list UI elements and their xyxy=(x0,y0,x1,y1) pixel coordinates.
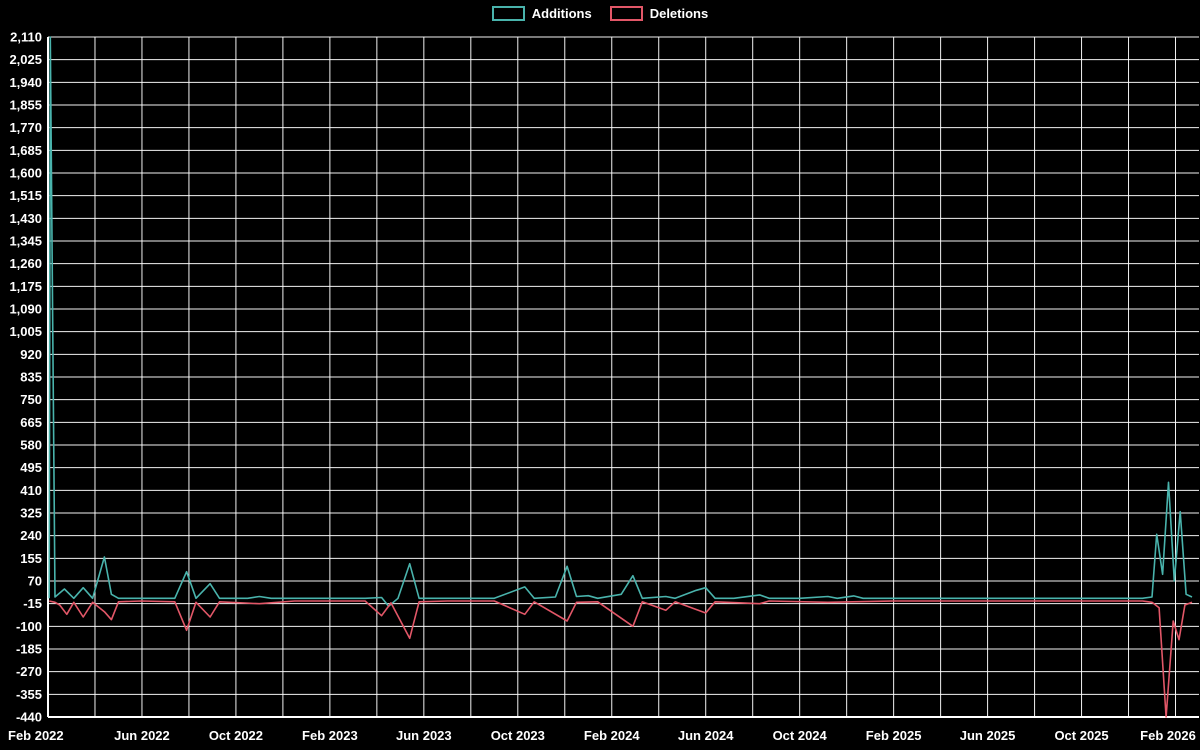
x-tick-label: Feb 2022 xyxy=(8,728,64,743)
y-tick-label: -185 xyxy=(16,642,42,657)
y-tick-label: 665 xyxy=(20,415,42,430)
y-tick-label: 580 xyxy=(20,438,42,453)
x-tick-label: Feb 2025 xyxy=(866,728,922,743)
y-tick-label: 1,515 xyxy=(9,188,42,203)
legend-label-deletions: Deletions xyxy=(649,6,709,21)
y-tick-label: -100 xyxy=(16,619,42,634)
y-tick-label: 155 xyxy=(20,551,42,566)
y-tick-label: 835 xyxy=(20,370,42,385)
x-tick-label: Jun 2025 xyxy=(960,728,1016,743)
y-tick-label: 70 xyxy=(28,574,42,589)
x-tick-label: Oct 2025 xyxy=(1054,728,1108,743)
x-tick-label: Oct 2024 xyxy=(773,728,828,743)
x-tick-label: Oct 2022 xyxy=(209,728,263,743)
x-tick-label: Jun 2022 xyxy=(114,728,170,743)
legend-item-additions[interactable]: Additions xyxy=(491,6,592,21)
y-tick-label: 750 xyxy=(20,392,42,407)
y-tick-label: 1,005 xyxy=(9,324,42,339)
y-tick-label: -355 xyxy=(16,687,42,702)
x-tick-label: Oct 2023 xyxy=(491,728,545,743)
y-tick-label: -270 xyxy=(16,664,42,679)
y-tick-label: 1,940 xyxy=(9,75,42,90)
y-tick-label: 1,430 xyxy=(9,211,42,226)
series-line-deletions xyxy=(49,600,1193,718)
y-tick-label: 240 xyxy=(20,528,42,543)
y-tick-label: 410 xyxy=(20,483,42,498)
y-tick-label: 1,855 xyxy=(9,98,42,113)
y-tick-label: -15 xyxy=(23,596,42,611)
y-tick-label: 2,110 xyxy=(10,30,42,45)
x-tick-label: Jun 2023 xyxy=(396,728,452,743)
chart-legend: Additions Deletions xyxy=(0,6,1200,21)
y-tick-label: 325 xyxy=(20,506,42,521)
x-tick-label: Jun 2024 xyxy=(678,728,734,743)
x-tick-label: Feb 2024 xyxy=(584,728,640,743)
x-tick-label: Feb 2026 xyxy=(1140,728,1196,743)
y-tick-label: -440 xyxy=(16,710,42,725)
y-tick-label: 1,090 xyxy=(9,302,42,317)
y-tick-label: 920 xyxy=(20,347,42,362)
y-tick-label: 1,600 xyxy=(9,166,42,181)
y-tick-label: 1,260 xyxy=(9,256,42,271)
y-tick-label: 1,685 xyxy=(9,143,42,158)
y-tick-label: 495 xyxy=(20,460,42,475)
y-tick-label: 1,770 xyxy=(9,120,42,135)
x-tick-label: Feb 2023 xyxy=(302,728,358,743)
y-tick-label: 2,025 xyxy=(9,52,42,67)
additions-swatch-icon xyxy=(491,6,525,21)
y-tick-label: 1,345 xyxy=(9,234,42,249)
deletions-swatch-icon xyxy=(609,6,643,21)
series-line-additions xyxy=(48,36,1193,608)
legend-item-deletions[interactable]: Deletions xyxy=(609,6,709,21)
y-tick-label: 1,175 xyxy=(9,279,42,294)
legend-label-additions: Additions xyxy=(531,6,592,21)
